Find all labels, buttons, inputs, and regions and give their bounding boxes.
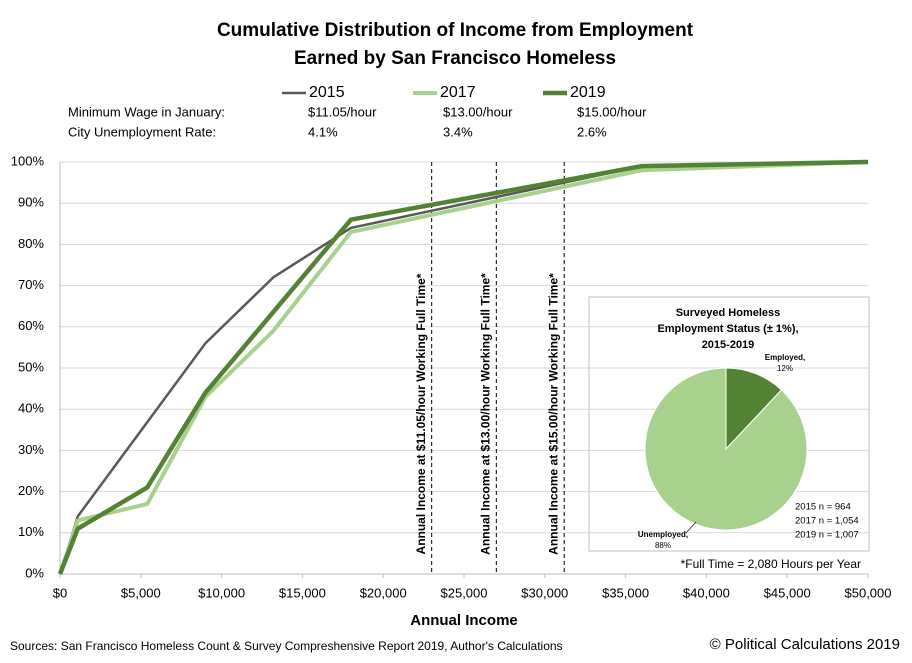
pie-label: Unemployed, xyxy=(638,530,688,539)
x-tick-label: $30,000 xyxy=(521,585,568,600)
pie-note: 2015 n = 964 xyxy=(795,502,851,513)
source: Sources: San Francisco Homeless Count & … xyxy=(10,639,563,653)
pie-label: Employed, xyxy=(765,353,805,362)
leader xyxy=(685,521,697,534)
pie-value-label: 12% xyxy=(777,364,793,373)
y-tick-label: 20% xyxy=(18,483,44,498)
pie-note: 2019 n = 1,007 xyxy=(795,530,859,541)
credit: © Political Calculations 2019 xyxy=(710,636,900,653)
reference-label: Annual Income at $13.00/hour Working Ful… xyxy=(478,273,492,555)
x-tick-label: $0 xyxy=(53,585,67,600)
reference-label: Annual Income at $11.05/hour Working Ful… xyxy=(414,273,428,554)
footnote: *Full Time = 2,080 Hours per Year xyxy=(681,557,861,571)
y-tick-label: 10% xyxy=(18,524,44,539)
info-cell: 4.1% xyxy=(308,124,338,139)
y-tick-label: 30% xyxy=(18,442,44,457)
x-tick-label: $50,000 xyxy=(845,585,892,600)
x-tick-label: $15,000 xyxy=(279,585,326,600)
y-tick-label: 90% xyxy=(18,195,44,210)
series-line xyxy=(58,160,869,575)
x-tick-label: $45,000 xyxy=(764,585,811,600)
legend-label: 2015 xyxy=(309,84,345,101)
pie-value-label: 88% xyxy=(655,541,671,550)
y-tick-label: 70% xyxy=(18,277,44,292)
pie-title: 2015-2019 xyxy=(702,339,755,351)
info-label: City Unemployment Rate: xyxy=(68,124,216,139)
y-tick-label: 100% xyxy=(11,153,45,168)
pie-title: Surveyed Homeless xyxy=(676,307,781,319)
y-tick-label: 50% xyxy=(18,359,44,374)
x-axis-title: Annual Income xyxy=(410,612,518,629)
legend-label: 2017 xyxy=(440,84,476,101)
x-tick-label: $35,000 xyxy=(602,585,649,600)
y-tick-label: 40% xyxy=(18,401,44,416)
x-tick-label: $20,000 xyxy=(360,585,407,600)
y-tick-label: 80% xyxy=(18,236,44,251)
x-tick-label: $10,000 xyxy=(198,585,245,600)
x-tick-label: $25,000 xyxy=(441,585,488,600)
pie-title: Employment Status (± 1%), xyxy=(657,323,798,335)
pie-slice xyxy=(644,367,808,531)
info-cell: 2.6% xyxy=(577,124,607,139)
info-label: Minimum Wage in January: xyxy=(68,104,225,119)
info-cell: $15.00/hour xyxy=(577,104,647,119)
info-cell: $13.00/hour xyxy=(443,104,513,119)
pie-note: 2017 n = 1,054 xyxy=(795,516,859,527)
pie-slice xyxy=(725,367,783,451)
chart-subtitle: Earned by San Francisco Homeless xyxy=(294,48,616,69)
info-cell: $11.05/hour xyxy=(308,104,377,119)
y-tick-label: 0% xyxy=(25,565,44,580)
y-tick-label: 60% xyxy=(18,318,44,333)
x-tick-label: $5,000 xyxy=(121,585,161,600)
info-cell: 3.4% xyxy=(443,124,473,139)
x-tick-label: $40,000 xyxy=(683,585,730,600)
reference-label: Annual Income at $15.00/hour Working Ful… xyxy=(546,273,560,555)
legend-label: 2019 xyxy=(570,84,606,101)
chart-title: Cumulative Distribution of Income from E… xyxy=(217,20,694,41)
series-line xyxy=(57,159,869,575)
